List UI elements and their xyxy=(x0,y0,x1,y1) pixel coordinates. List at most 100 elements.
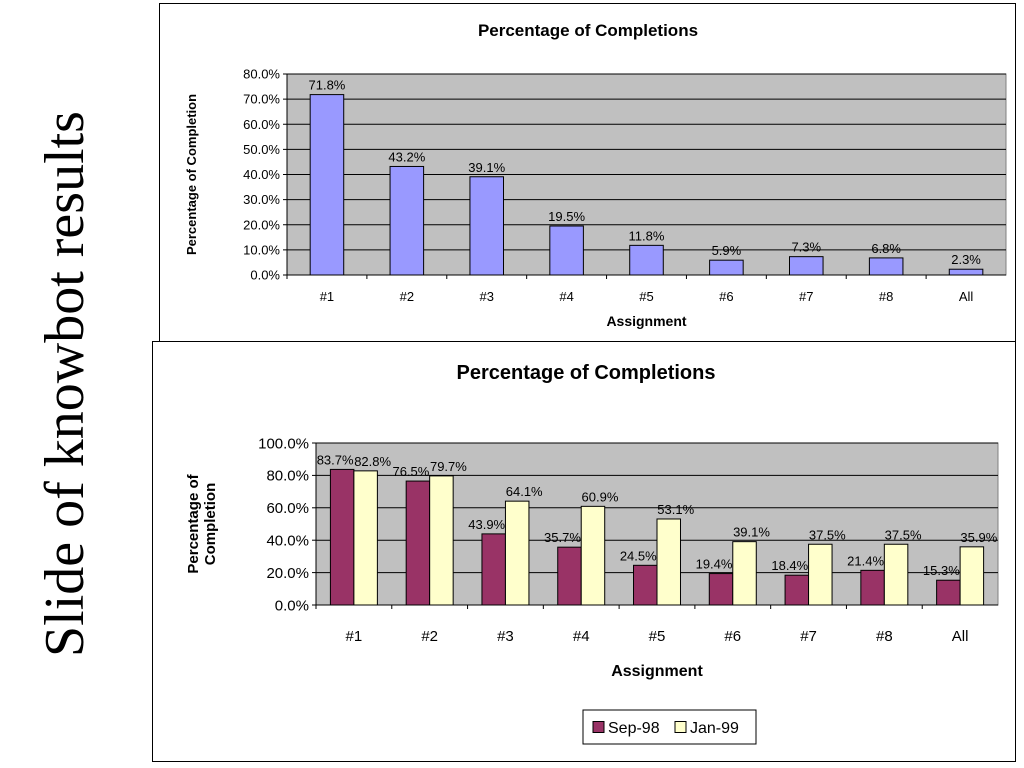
bar-c2-s0-2 xyxy=(481,533,506,606)
data-label: 19.4% xyxy=(696,557,733,572)
bar-c1-s0-6 xyxy=(789,256,824,276)
bar-c2-s0-6 xyxy=(784,574,810,606)
y-tick-label: 40.0% xyxy=(243,167,280,182)
y-tick-label: 50.0% xyxy=(243,142,280,157)
y-axis-label-line-2: Completion xyxy=(202,483,219,566)
y-tick-label: 30.0% xyxy=(243,192,280,207)
x-tick-label: #6 xyxy=(724,628,741,645)
data-label: 53.1% xyxy=(657,502,694,517)
x-axis-label: Assignment xyxy=(606,313,686,329)
data-label: 6.8% xyxy=(871,241,901,256)
bar-c1-s0-7 xyxy=(868,257,904,276)
bar-c1-s0-8 xyxy=(948,268,984,276)
x-tick-label: #1 xyxy=(320,289,334,304)
y-tick-label: 60.0% xyxy=(266,500,309,517)
data-label: 7.3% xyxy=(791,240,821,255)
x-tick-label: #7 xyxy=(799,289,813,304)
data-label: 79.7% xyxy=(430,459,467,474)
data-label: 18.4% xyxy=(771,558,808,573)
y-tick-label: 40.0% xyxy=(266,532,309,549)
x-tick-label: #2 xyxy=(421,628,438,645)
y-tick-label: 80.0% xyxy=(266,468,309,485)
bar-c2-s1-5 xyxy=(732,541,757,606)
bar-c2-s0-1 xyxy=(405,480,431,606)
data-label: 60.9% xyxy=(582,489,619,504)
bar-c1-s0-2 xyxy=(469,176,504,276)
x-tick-label: #4 xyxy=(573,628,590,645)
data-label: 83.7% xyxy=(317,452,354,467)
bar-c2-s1-8 xyxy=(959,546,985,606)
bar-c2-s1-2 xyxy=(504,500,530,606)
x-tick-label: #1 xyxy=(346,628,363,645)
chart-completions-single: Percentage of Completions 0.0% 10.0% 20.0% 3… xyxy=(159,3,1016,371)
data-label: 37.5% xyxy=(885,527,922,542)
y-tick-label: 70.0% xyxy=(243,92,280,107)
y-tick-label: 20.0% xyxy=(266,565,309,582)
x-tick-label: #3 xyxy=(497,628,514,645)
x-tick-label: All xyxy=(959,289,974,304)
slide-title-container: Slide of knowbot results xyxy=(0,0,130,768)
data-label: 64.1% xyxy=(506,484,543,499)
chart-1-svg: Percentage of Completions 0.0% 10.0% 20.0% 3… xyxy=(184,21,1007,329)
chart-title: Percentage of Completions xyxy=(478,21,698,40)
x-tick-label: #3 xyxy=(479,289,493,304)
data-label: 76.5% xyxy=(392,464,429,479)
x-tick-label: All xyxy=(952,628,969,645)
bar-c2-s1-3 xyxy=(580,505,606,606)
bar-c2-s0-3 xyxy=(557,546,582,606)
x-tick-label: #6 xyxy=(719,289,733,304)
chart-title: Percentage of Completions xyxy=(457,362,716,384)
data-label: 5.9% xyxy=(712,243,742,258)
x-tick-label: #5 xyxy=(649,628,666,645)
x-tick-label: #5 xyxy=(639,289,653,304)
data-label: 2.3% xyxy=(951,252,981,267)
bar-c2-s0-8 xyxy=(936,579,961,606)
slide-title: Slide of knowbot results xyxy=(34,111,97,657)
y-tick-label: 0.0% xyxy=(250,268,280,283)
bar-c2-s0-4 xyxy=(633,564,658,606)
bar-c1-s0-0 xyxy=(309,94,345,276)
x-tick-label: #4 xyxy=(559,289,573,304)
data-label: 21.4% xyxy=(847,553,884,568)
bar-c2-s1-0 xyxy=(353,470,378,606)
data-label: 19.5% xyxy=(548,209,585,224)
legend-box xyxy=(582,709,757,745)
legend-swatch xyxy=(674,721,687,733)
x-tick-label: #8 xyxy=(879,289,893,304)
bar-c2-s0-5 xyxy=(708,573,734,606)
legend-label: Jan-99 xyxy=(690,720,739,737)
y-axis-label: Percentage ofCompletion xyxy=(185,473,219,573)
chart-2-svg: Percentage of Completions 0.0% 20.0% 40.0% 6… xyxy=(185,362,999,745)
bar-c1-s0-4 xyxy=(629,244,664,276)
y-tick-label: 100.0% xyxy=(258,435,309,452)
bar-c2-s1-7 xyxy=(883,543,909,606)
bar-c2-s1-4 xyxy=(656,518,681,606)
data-label: 39.1% xyxy=(468,160,505,175)
data-label: 35.9% xyxy=(960,530,997,545)
data-label: 37.5% xyxy=(809,527,846,542)
bar-c1-s0-1 xyxy=(389,165,425,276)
y-tick-label: 20.0% xyxy=(243,217,280,232)
bar-c2-s0-7 xyxy=(860,569,885,606)
legend-swatch xyxy=(592,721,605,733)
data-label: 24.5% xyxy=(620,548,657,563)
bar-c1-s0-3 xyxy=(549,225,584,276)
y-tick-label: 10.0% xyxy=(243,242,280,257)
data-label: 43.9% xyxy=(468,517,505,532)
bar-c2-s1-6 xyxy=(808,543,833,606)
chart-completions-comparison: Percentage of Completions 0.0% 20.0% 40.0% 6… xyxy=(152,341,1016,762)
data-label: 35.7% xyxy=(544,530,581,545)
x-tick-label: #2 xyxy=(400,289,414,304)
x-tick-label: #7 xyxy=(800,628,817,645)
bar-c2-s0-0 xyxy=(329,468,355,606)
data-label: 11.8% xyxy=(629,228,665,243)
data-label: 39.1% xyxy=(733,525,770,540)
x-tick-label: #8 xyxy=(876,628,893,645)
data-label: 71.8% xyxy=(309,78,346,93)
y-tick-label: 60.0% xyxy=(243,117,280,132)
y-tick-label: 0.0% xyxy=(275,597,309,614)
bar-c1-s0-5 xyxy=(709,259,744,276)
bar-c2-s1-1 xyxy=(429,475,454,606)
y-axis-label-line-1: Percentage of xyxy=(185,473,202,573)
x-axis-label: Assignment xyxy=(611,663,703,680)
